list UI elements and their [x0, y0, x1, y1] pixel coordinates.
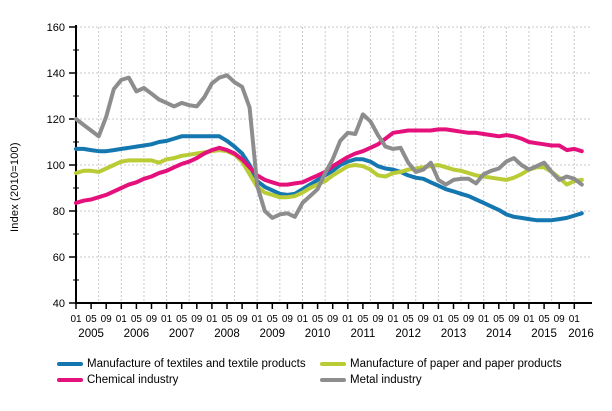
x-tick-label: 01 [252, 314, 264, 325]
x-tick-label: 05 [221, 314, 233, 325]
series-line-metal [74, 73, 584, 220]
legend-item-textiles: Manufacture of textiles and textile prod… [57, 358, 320, 370]
legend-label-metal: Metal industry [350, 374, 422, 386]
x-tick-label: 05 [357, 314, 369, 325]
x-tick-label: 01 [523, 314, 535, 325]
x-year-label: 2013 [441, 328, 467, 340]
x-tick-label: 05 [448, 314, 460, 325]
x-tick-label: 01 [388, 314, 400, 325]
axes [69, 25, 592, 309]
x-tick-label: 05 [86, 314, 98, 325]
y-tick-label: 100 [47, 160, 65, 172]
y-tick-label: 40 [53, 298, 65, 310]
x-tick-label: 01 [433, 314, 445, 325]
x-tick-label: 09 [463, 314, 475, 325]
series-line-textiles [74, 134, 584, 223]
x-tick-label: 09 [554, 314, 566, 325]
x-tick-label: 01 [569, 314, 581, 325]
x-tick-label: 05 [312, 314, 324, 325]
legend-swatch-chemical [57, 378, 83, 382]
x-tick-label: 09 [508, 314, 520, 325]
x-tick-label: 01 [70, 314, 82, 325]
legend-swatch-paper [320, 362, 346, 366]
x-tick-label: 09 [372, 314, 384, 325]
x-tick-label: 09 [418, 314, 430, 325]
y-tick-label: 160 [47, 22, 65, 34]
x-tick-label: 09 [327, 314, 339, 325]
x-tick-label: 05 [131, 314, 143, 325]
legend-swatch-textiles [57, 362, 83, 366]
x-year-label: 2015 [531, 328, 557, 340]
x-year-label: 2008 [214, 328, 240, 340]
x-tick-label: 09 [101, 314, 113, 325]
x-year-label: 2010 [305, 328, 331, 340]
x-year-label: 2011 [351, 328, 376, 340]
series-line-paper [74, 148, 584, 200]
x-year-label: 2012 [395, 328, 421, 340]
x-year-label: 2005 [78, 328, 104, 340]
x-year-label: 2009 [260, 328, 286, 340]
x-tick-label: 05 [176, 314, 188, 325]
legend-item-paper: Manufacture of paper and paper products [320, 358, 562, 370]
x-tick-label: 05 [403, 314, 415, 325]
x-tick-label: 01 [297, 314, 309, 325]
y-tick-label: 80 [53, 206, 65, 218]
x-tick-label: 09 [191, 314, 203, 325]
series-lines [74, 73, 584, 223]
x-tick-label: 05 [267, 314, 279, 325]
x-tick-label: 01 [478, 314, 490, 325]
x-tick-label: 01 [116, 314, 128, 325]
x-year-label: 2014 [486, 328, 512, 340]
legend-label-paper: Manufacture of paper and paper products [350, 358, 562, 370]
legend-label-textiles: Manufacture of textiles and textile prod… [87, 358, 306, 370]
legend-label-chemical: Chemical industry [87, 374, 179, 386]
legend-item-chemical: Chemical industry [57, 374, 320, 386]
x-tick-label: 09 [146, 314, 158, 325]
x-year-label: 2007 [169, 328, 195, 340]
legend: Manufacture of textiles and textile prod… [57, 356, 562, 388]
y-tick-label: 60 [53, 252, 65, 264]
x-tick-label: 05 [493, 314, 505, 325]
x-tick-label: 01 [161, 314, 173, 325]
legend-item-metal: Metal industry [320, 374, 562, 386]
x-year-label: 2006 [124, 328, 150, 340]
x-tick-label: 01 [342, 314, 354, 325]
legend-swatch-metal [320, 378, 346, 382]
x-tick-label: 01 [206, 314, 218, 325]
x-tick-label: 09 [282, 314, 294, 325]
y-tick-label: 140 [47, 68, 65, 80]
y-tick-label: 120 [47, 114, 65, 126]
x-tick-label: 09 [237, 314, 249, 325]
x-year-label: 2016 [568, 328, 594, 340]
x-tick-label: 05 [539, 314, 551, 325]
